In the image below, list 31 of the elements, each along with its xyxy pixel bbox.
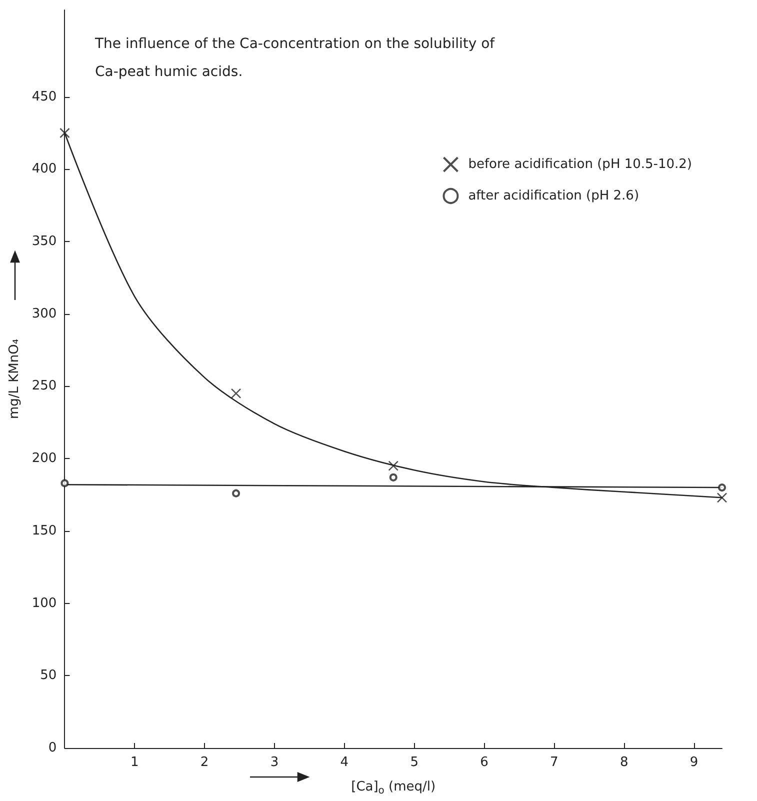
y-tick-label: 200 bbox=[32, 451, 57, 466]
y-tick-label: 50 bbox=[40, 668, 57, 684]
point bbox=[716, 492, 728, 503]
y-tick-label: 400 bbox=[32, 162, 57, 177]
x-tick-label: 4 bbox=[340, 755, 349, 770]
legend-label: after acidification (pH 2.6) bbox=[468, 188, 640, 204]
point bbox=[230, 388, 242, 399]
y-tick-label: 150 bbox=[32, 523, 57, 538]
y-tick-label: 100 bbox=[32, 596, 57, 611]
point bbox=[388, 460, 399, 471]
x-tick-label: 7 bbox=[550, 755, 558, 770]
y-tick-label: 350 bbox=[32, 234, 57, 250]
y-tick-label: 250 bbox=[32, 378, 57, 394]
y-tick-label: 0 bbox=[48, 740, 57, 756]
x-tick-label: 8 bbox=[620, 755, 628, 770]
x-tick-label: 5 bbox=[410, 755, 418, 770]
point bbox=[60, 479, 69, 488]
x-tick-label: 6 bbox=[480, 755, 488, 770]
point bbox=[718, 484, 726, 492]
legend-label: before acidification (pH 10.5-10.2) bbox=[468, 157, 692, 172]
x-tick-label: 2 bbox=[200, 755, 209, 770]
x-tick-label: 3 bbox=[270, 755, 279, 770]
y-axis-title: mg/L KMnO₄ bbox=[7, 338, 22, 420]
point bbox=[60, 128, 70, 138]
text: The influence of the Ca-concentration on the solubility of Ca-peat humic acids. bbox=[94, 36, 496, 80]
point bbox=[389, 473, 398, 482]
y-tick-label: 450 bbox=[32, 89, 57, 104]
y-tick-label: 300 bbox=[32, 306, 57, 322]
x-tick-label: 9 bbox=[690, 755, 698, 770]
point bbox=[232, 489, 240, 498]
x-tick-label: 1 bbox=[130, 755, 139, 770]
